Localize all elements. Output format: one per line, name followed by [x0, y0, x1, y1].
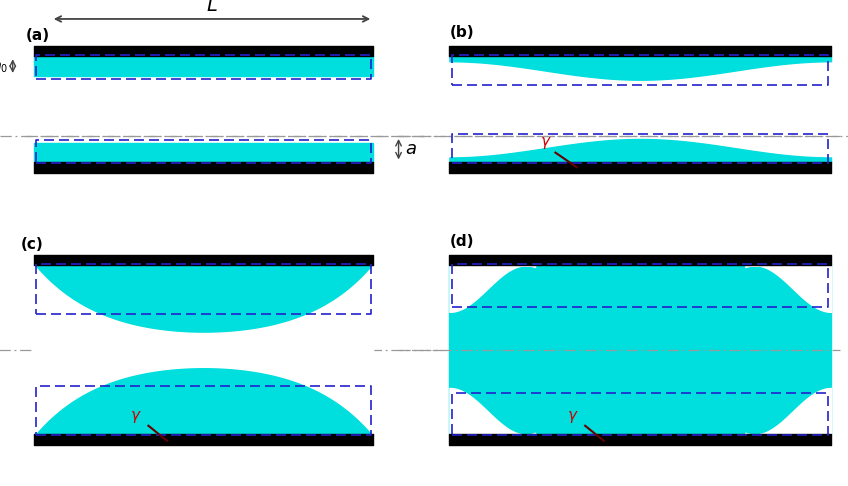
Text: (c): (c)	[21, 237, 44, 252]
Text: (d): (d)	[449, 234, 474, 249]
Text: (b): (b)	[449, 25, 474, 40]
Text: $h_0$: $h_0$	[0, 57, 8, 75]
Text: $a$: $a$	[405, 140, 417, 158]
Text: $\gamma$: $\gamma$	[566, 409, 578, 425]
Text: (a): (a)	[25, 28, 49, 43]
Text: $\gamma$: $\gamma$	[130, 409, 142, 425]
Text: $L$: $L$	[206, 0, 218, 15]
Text: $\gamma$: $\gamma$	[539, 135, 551, 151]
